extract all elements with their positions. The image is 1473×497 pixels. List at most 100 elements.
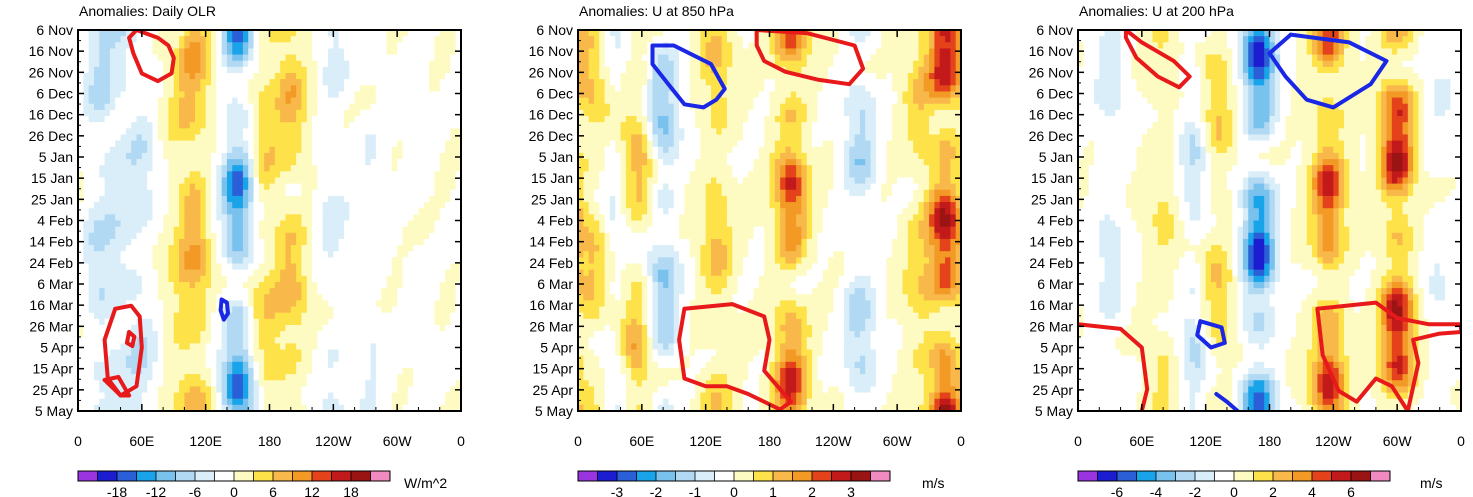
field-cell <box>359 183 366 191</box>
field-cell <box>115 140 122 148</box>
field-cell <box>338 214 345 222</box>
field-cell <box>221 189 228 197</box>
field-cell <box>391 398 398 406</box>
field-cell <box>365 171 372 179</box>
field-cell <box>434 294 441 301</box>
y-tick-label: 15 Apr <box>33 361 74 377</box>
field-cell <box>274 331 281 338</box>
field-cell <box>370 73 377 80</box>
field-cell <box>173 183 180 191</box>
field-cell <box>317 331 324 338</box>
field-cell <box>764 36 771 43</box>
field-cell <box>381 355 388 363</box>
field-cell <box>115 367 122 375</box>
field-cell <box>232 245 239 252</box>
field-cell <box>290 128 297 136</box>
field-cell <box>248 146 255 154</box>
field-cell <box>88 66 95 74</box>
field-cell <box>258 312 265 320</box>
field-cell <box>125 367 132 375</box>
field-cell <box>210 189 217 197</box>
field-cell <box>375 54 382 62</box>
field-cell <box>705 42 712 50</box>
field-cell <box>104 189 111 197</box>
field-cell <box>950 30 957 37</box>
field-cell <box>274 374 281 381</box>
field-cell <box>343 275 350 283</box>
field-cell <box>386 404 393 411</box>
field-cell <box>258 183 265 191</box>
field-cell <box>147 189 154 197</box>
field-cell <box>354 42 361 50</box>
field-cell <box>125 238 132 246</box>
field-cell <box>397 220 404 228</box>
field-cell <box>285 269 292 277</box>
field-cell <box>312 367 318 375</box>
field-cell <box>274 312 281 320</box>
field-cell <box>354 275 361 283</box>
field-cell <box>147 48 154 56</box>
field-cell <box>397 60 404 68</box>
field-cell <box>397 367 404 375</box>
field-cell <box>189 48 196 56</box>
field-cell <box>333 214 340 222</box>
field-cell <box>306 202 313 209</box>
field-cell <box>886 48 893 56</box>
field-cell <box>349 189 356 197</box>
field-cell <box>375 30 382 37</box>
field-cell <box>141 208 148 215</box>
field-cell <box>210 109 217 117</box>
field-cell <box>253 116 260 123</box>
field-cell <box>248 183 255 191</box>
field-cell <box>120 232 127 240</box>
field-cell <box>99 91 106 99</box>
field-cell <box>328 398 334 406</box>
field-cell <box>439 226 446 234</box>
field-cell <box>429 232 435 240</box>
field-cell <box>354 103 361 111</box>
field-cell <box>195 386 201 394</box>
field-cell <box>242 159 249 166</box>
field-cell <box>200 183 207 191</box>
field-cell <box>120 91 127 99</box>
field-cell <box>147 91 154 99</box>
field-cell <box>312 245 318 252</box>
field-cell <box>359 60 366 68</box>
field-cell <box>290 275 297 283</box>
field-cell <box>312 349 318 357</box>
field-cell <box>365 97 372 105</box>
field-cell <box>407 116 414 123</box>
field-cell <box>381 281 388 289</box>
field-cell <box>157 318 164 326</box>
field-cell <box>375 306 382 314</box>
field-cell <box>120 337 127 345</box>
field-cell <box>333 103 340 111</box>
field-cell <box>934 36 941 43</box>
field-cell <box>78 171 84 179</box>
field-cell <box>93 349 100 357</box>
field-cell <box>120 269 127 277</box>
field-cell <box>359 232 366 240</box>
field-cell <box>349 337 356 345</box>
field-cell <box>455 165 461 172</box>
field-cell <box>407 294 414 301</box>
field-cell <box>226 306 233 314</box>
field-cell <box>333 294 340 301</box>
field-cell <box>301 232 308 240</box>
field-cell <box>248 232 255 240</box>
field-cell <box>407 331 414 338</box>
field-cell <box>359 36 366 43</box>
field-cell <box>386 263 393 271</box>
field-cell <box>78 30 84 37</box>
field-cell <box>136 386 143 394</box>
field-cell <box>423 380 430 388</box>
field-cell <box>870 36 877 43</box>
field-cell <box>109 398 116 406</box>
field-cell <box>359 152 366 160</box>
field-cell <box>210 306 217 314</box>
field-cell <box>328 36 334 43</box>
field-cell <box>631 30 638 37</box>
field-cell <box>328 202 334 209</box>
field-cell <box>200 324 207 332</box>
